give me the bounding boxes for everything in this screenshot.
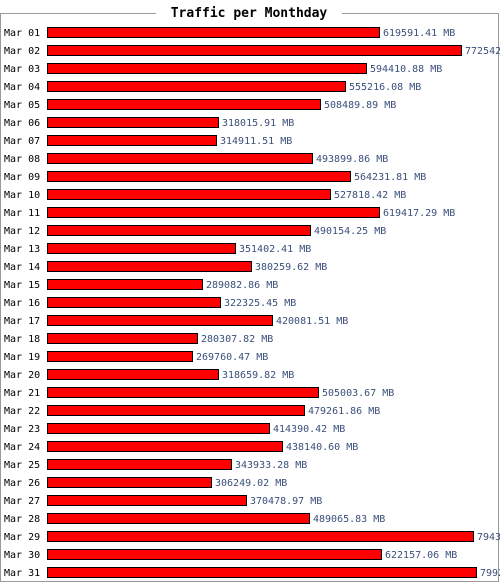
traffic-bar (47, 225, 311, 236)
value-label: 493899.86 MB (316, 154, 388, 165)
traffic-bar (47, 387, 319, 398)
traffic-bar (47, 513, 310, 524)
category-label: Mar 27 (4, 496, 40, 507)
value-label: 306249.02 MB (215, 478, 287, 489)
traffic-bar (47, 567, 477, 578)
value-label: 622157.06 MB (385, 550, 457, 561)
value-label: 479261.86 MB (308, 406, 380, 417)
bar-group: Mar 01 619591.41 MB Mar 02 772542.14 MB Mar … (4, 27, 500, 579)
category-label: Mar 01 (4, 28, 40, 39)
value-label: 489065.83 MB (313, 514, 385, 525)
traffic-bar (47, 171, 351, 182)
value-label: 555216.08 MB (349, 82, 421, 93)
traffic-bar (47, 297, 221, 308)
value-label: 772542.14 MB (465, 46, 500, 57)
value-label: 619591.41 MB (383, 28, 455, 39)
traffic-bar (47, 207, 380, 218)
traffic-bar (47, 135, 217, 146)
traffic-bar (47, 45, 462, 56)
traffic-bar (47, 315, 273, 326)
value-label: 505003.67 MB (322, 388, 394, 399)
category-label: Mar 26 (4, 478, 40, 489)
traffic-bar (47, 405, 305, 416)
category-label: Mar 11 (4, 208, 40, 219)
category-label: Mar 07 (4, 136, 40, 147)
traffic-bar (47, 333, 198, 344)
traffic-bar (47, 243, 236, 254)
category-label: Mar 02 (4, 46, 40, 57)
value-label: 490154.25 MB (314, 226, 386, 237)
value-label: 322325.45 MB (224, 298, 296, 309)
value-label: 799281.19 MB (480, 568, 500, 579)
value-label: 414390.42 MB (273, 424, 345, 435)
traffic-bar (47, 99, 321, 110)
value-label: 420081.51 MB (276, 316, 348, 327)
value-label: 594410.88 MB (370, 64, 442, 75)
value-label: 619417.29 MB (383, 208, 455, 219)
category-label: Mar 16 (4, 298, 40, 309)
traffic-bar (47, 189, 331, 200)
value-label: 318015.91 MB (222, 118, 294, 129)
traffic-bar (47, 549, 382, 560)
category-label: Mar 05 (4, 100, 40, 111)
category-label: Mar 08 (4, 154, 40, 165)
category-label: Mar 18 (4, 334, 40, 345)
category-label: Mar 17 (4, 316, 40, 327)
value-label: 508489.89 MB (324, 100, 396, 111)
traffic-bar (47, 117, 219, 128)
traffic-bar (47, 81, 346, 92)
traffic-bar (47, 27, 380, 38)
category-label: Mar 23 (4, 424, 40, 435)
value-label: 351402.41 MB (239, 244, 311, 255)
category-label: Mar 14 (4, 262, 40, 273)
traffic-bar (47, 531, 474, 542)
value-label: 343933.28 MB (235, 460, 307, 471)
category-label: Mar 30 (4, 550, 40, 561)
value-label: 794385.02 MB (477, 532, 500, 543)
value-label: 314911.51 MB (220, 136, 292, 147)
value-label: 289082.86 MB (206, 280, 278, 291)
category-label: Mar 21 (4, 388, 40, 399)
category-label: Mar 29 (4, 532, 40, 543)
category-label: Mar 10 (4, 190, 40, 201)
category-label: Mar 13 (4, 244, 40, 255)
traffic-bar (47, 279, 203, 290)
value-label: 564231.81 MB (354, 172, 426, 183)
category-label: Mar 15 (4, 280, 40, 291)
category-label: Mar 22 (4, 406, 40, 417)
category-label: Mar 04 (4, 82, 40, 93)
category-label: Mar 20 (4, 370, 40, 381)
category-label: Mar 28 (4, 514, 40, 525)
traffic-bar (47, 63, 367, 74)
traffic-bar (47, 153, 313, 164)
traffic-bar (47, 351, 193, 362)
value-label: 280307.82 MB (201, 334, 273, 345)
category-label: Mar 12 (4, 226, 40, 237)
traffic-bar (47, 495, 247, 506)
category-label: Mar 31 (4, 568, 40, 579)
traffic-bar (47, 369, 219, 380)
value-label: 438140.60 MB (286, 442, 358, 453)
traffic-bar (47, 441, 283, 452)
category-label: Mar 03 (4, 64, 40, 75)
category-label: Mar 24 (4, 442, 40, 453)
traffic-bar (47, 459, 232, 470)
traffic-bar (47, 261, 252, 272)
value-label: 380259.62 MB (255, 262, 327, 273)
category-label: Mar 09 (4, 172, 40, 183)
traffic-bar (47, 423, 270, 434)
value-label: 318659.82 MB (222, 370, 294, 381)
traffic-bar (47, 477, 212, 488)
value-label: 370478.97 MB (250, 496, 322, 507)
category-label: Mar 06 (4, 118, 40, 129)
category-label: Mar 19 (4, 352, 40, 363)
title-background (156, 4, 342, 22)
value-label: 527818.42 MB (334, 190, 406, 201)
category-label: Mar 25 (4, 460, 40, 471)
chart-title: Traffic per Monthday (171, 6, 328, 21)
value-label: 269760.47 MB (196, 352, 268, 363)
